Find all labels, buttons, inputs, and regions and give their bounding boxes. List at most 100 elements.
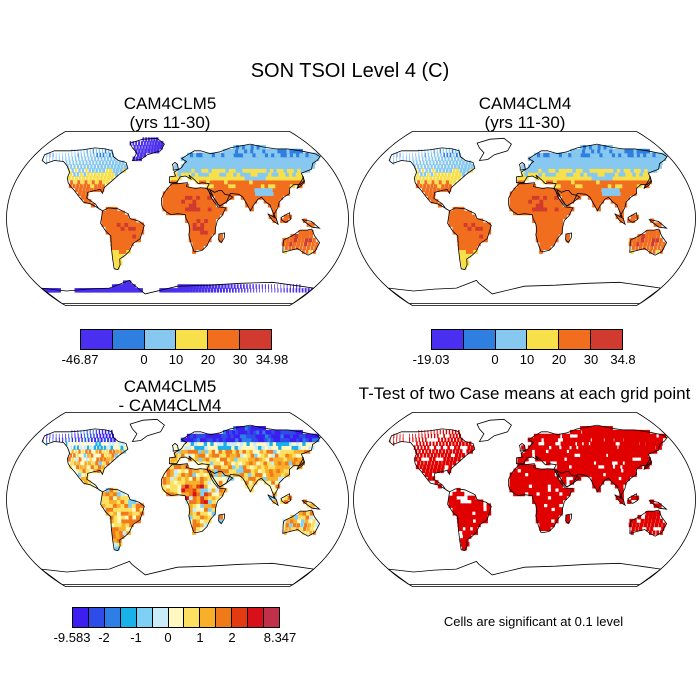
grid-cell: [215, 495, 220, 501]
grid-cell: [177, 288, 182, 293]
grid-cell: [113, 156, 116, 162]
grid-cell: [236, 453, 242, 458]
grid-cell: [234, 175, 239, 181]
coastline-antarctica: [39, 560, 315, 585]
grid-cell: [82, 175, 86, 181]
grid-cell: [623, 456, 629, 462]
grid-cell: [637, 449, 644, 454]
grid-cell: [566, 437, 572, 443]
grid-cell: [621, 453, 628, 458]
grid-cell: [539, 206, 545, 212]
grid-cell: [603, 441, 609, 446]
grid-cell: [174, 445, 179, 450]
grid-cell: [83, 183, 87, 189]
grid-cell: [218, 233, 224, 239]
grid-cell: [432, 187, 437, 193]
grid-cell: [274, 445, 281, 450]
grid-cell: [596, 484, 601, 489]
grid-cell: [199, 522, 204, 528]
grid-cell: [615, 429, 622, 435]
grid-cell: [545, 453, 550, 458]
grid-cell: [652, 249, 656, 254]
grid-cell: [416, 441, 418, 446]
grid-cell: [135, 511, 141, 516]
grid-cell: [271, 284, 272, 289]
grid-cell: [563, 179, 569, 185]
grid-cell: [463, 226, 469, 231]
grid-cell: [295, 453, 302, 458]
grid-cell: [623, 441, 630, 446]
grid-cell: [210, 191, 216, 196]
grid-cell: [662, 241, 666, 247]
grid-cell: [608, 445, 615, 450]
grid-cell: [565, 237, 570, 243]
grid-cell: [206, 437, 211, 443]
grid-cell: [289, 241, 293, 247]
grid-cell: [543, 233, 548, 239]
grid-cell: [550, 233, 556, 239]
grid-cell: [557, 191, 563, 196]
grid-cell: [280, 191, 287, 196]
grid-cell: [270, 460, 276, 466]
grid-cell: [274, 164, 281, 169]
grid-cell: [201, 172, 207, 177]
grid-cell: [548, 453, 554, 458]
grid-cell: [244, 456, 250, 462]
grid-cell: [74, 437, 77, 443]
grid-cell: [218, 433, 223, 439]
grid-cell: [292, 453, 299, 458]
grid-cell: [129, 241, 134, 247]
grid-cell: [200, 445, 206, 450]
grid-cell: [550, 156, 555, 162]
grid-cell: [298, 233, 302, 239]
grid-cell: [207, 210, 213, 216]
grid-cell: [124, 284, 130, 289]
map-cam4clm4: [353, 131, 696, 306]
grid-cell: [528, 195, 533, 200]
grid-cell: [245, 179, 251, 185]
grid-cell: [92, 175, 96, 181]
grid-cell: [448, 210, 453, 216]
grid-cell: [108, 433, 111, 439]
grid-cell: [93, 152, 95, 158]
grid-cell: [231, 183, 237, 189]
grid-cell: [105, 491, 110, 497]
grid-cell: [218, 284, 221, 289]
grid-cell: [98, 429, 101, 435]
grid-cell: [551, 445, 556, 450]
grid-cell: [531, 441, 536, 446]
grid-cell: [188, 218, 194, 223]
grid-cell: [224, 183, 230, 189]
grid-cell: [588, 460, 594, 466]
grid-cell: [184, 480, 190, 485]
grid-cell: [655, 445, 662, 450]
grid-cell: [467, 210, 472, 216]
grid-cell: [415, 433, 417, 439]
grid-cell: [110, 518, 115, 524]
grid-cell: [278, 453, 285, 458]
grid-cell: [76, 172, 80, 177]
grid-cell: [620, 449, 626, 454]
grid-cell: [227, 433, 233, 439]
grid-cell: [645, 441, 653, 446]
grid-cell: [195, 179, 200, 185]
grid-cell: [268, 164, 274, 169]
grid-cell: [248, 476, 254, 481]
grid-cell: [254, 164, 261, 169]
grid-cell: [599, 460, 605, 466]
grid-cell: [517, 464, 522, 470]
grid-cell: [475, 514, 481, 520]
grid-cell: [261, 284, 263, 289]
grid-cell: [553, 437, 558, 443]
grid-cell: [200, 233, 205, 239]
grid-cell: [562, 495, 567, 501]
grid-cell: [434, 480, 439, 485]
grid-cell: [124, 499, 129, 504]
grid-cell: [112, 495, 118, 501]
grid-cell: [436, 148, 438, 154]
grid-cell: [262, 191, 268, 196]
grid-cell: [598, 195, 604, 200]
grid-cell: [266, 191, 272, 196]
grid-cell: [545, 456, 551, 462]
grid-cell: [139, 507, 145, 512]
